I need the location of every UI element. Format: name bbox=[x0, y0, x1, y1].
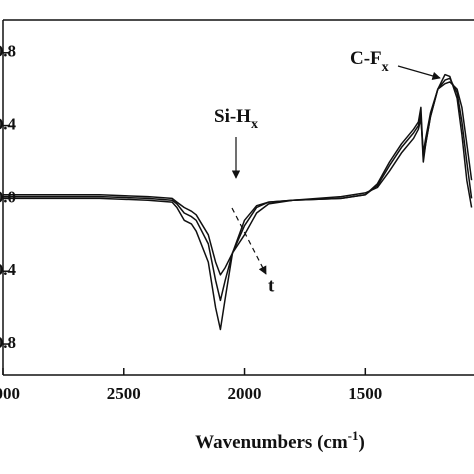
spectrum-line bbox=[3, 81, 473, 276]
annotation: C-Fx bbox=[350, 48, 389, 75]
x-tick-label: 2000 bbox=[228, 384, 262, 403]
arrow bbox=[231, 207, 267, 275]
arrow bbox=[397, 65, 441, 80]
x-tick-label: 1500 bbox=[348, 384, 382, 403]
x-tick-label: 2500 bbox=[107, 384, 141, 403]
x-tick-label: 3000 bbox=[0, 384, 20, 403]
x-axis-label: Wavenumbers (cm-1) bbox=[195, 428, 365, 453]
annotation: Si-Hx bbox=[214, 106, 258, 132]
y-tick-label: -0.4 bbox=[0, 260, 16, 279]
annotation: t bbox=[268, 275, 275, 296]
y-tick-label: 0.4 bbox=[0, 114, 17, 133]
y-tick-label: 0.8 bbox=[0, 42, 16, 61]
y-tick-label: -0.8 bbox=[0, 333, 16, 352]
